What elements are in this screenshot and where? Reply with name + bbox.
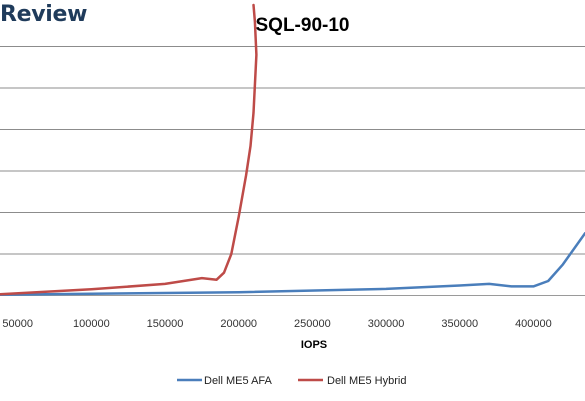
x-axis-title: IOPS: [301, 339, 327, 351]
brand-logo-text: Review: [0, 2, 88, 27]
legend-label-0: Dell ME5 AFA: [204, 375, 273, 387]
gridlines: [0, 46, 585, 296]
x-tick-label-4: 250000: [294, 318, 331, 330]
x-tick-labels: 50000 100000 150000 200000 250000 300000 35000…: [2, 318, 551, 330]
x-tick-label-7: 400000: [515, 318, 552, 330]
chart-title: SQL-90-10: [255, 15, 350, 36]
x-tick-label-2: 150000: [147, 318, 184, 330]
x-tick-label-5: 300000: [368, 318, 405, 330]
series-line-dell-me5-afa: [0, 232, 585, 296]
series-lines: [0, 3, 585, 296]
x-tick-label-3: 200000: [220, 318, 257, 330]
x-tick-label-6: 350000: [441, 318, 478, 330]
x-tick-label-0: 50000: [2, 318, 33, 330]
legend-label-1: Dell ME5 Hybrid: [327, 375, 406, 387]
legend: Dell ME5 AFA Dell ME5 Hybrid: [177, 375, 406, 387]
series-line-dell-me5-hybrid: [0, 3, 258, 296]
x-tick-label-1: 100000: [73, 318, 110, 330]
